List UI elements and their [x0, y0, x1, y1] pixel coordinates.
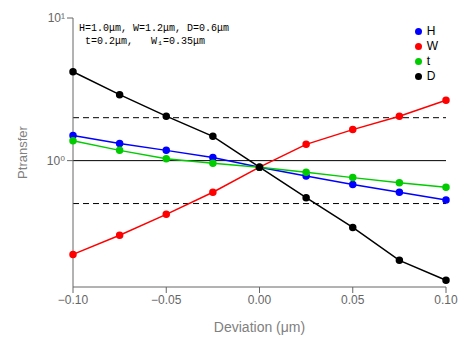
- svg-text:−0.10: −0.10: [58, 293, 89, 307]
- html-text:H: H: [426, 24, 436, 38]
- svg-text:Deviation (μm): Deviation (μm): [214, 319, 305, 335]
- html-text:t: t: [426, 54, 430, 68]
- svg-text:0.00: 0.00: [248, 293, 272, 307]
- html-text:H=1.0μm, W=1.2μm, D=0.6μm: H=1.0μm, W=1.2μm, D=0.6μm: [79, 23, 229, 34]
- svg-text:Ptransfer: Ptransfer: [15, 125, 30, 178]
- svg-text:0.05: 0.05: [341, 293, 365, 307]
- html-text:W: W: [426, 39, 438, 53]
- html-text:t=0.2μm, W₁=0.35μm: t=0.2μm, W₁=0.35μm: [79, 36, 205, 47]
- svg-text:10¹: 10¹: [48, 11, 65, 25]
- svg-text:0.10: 0.10: [434, 293, 458, 307]
- html-text:D: D: [426, 69, 436, 83]
- svg-text:10⁰: 10⁰: [47, 154, 65, 168]
- svg-text:−0.05: −0.05: [151, 293, 182, 307]
